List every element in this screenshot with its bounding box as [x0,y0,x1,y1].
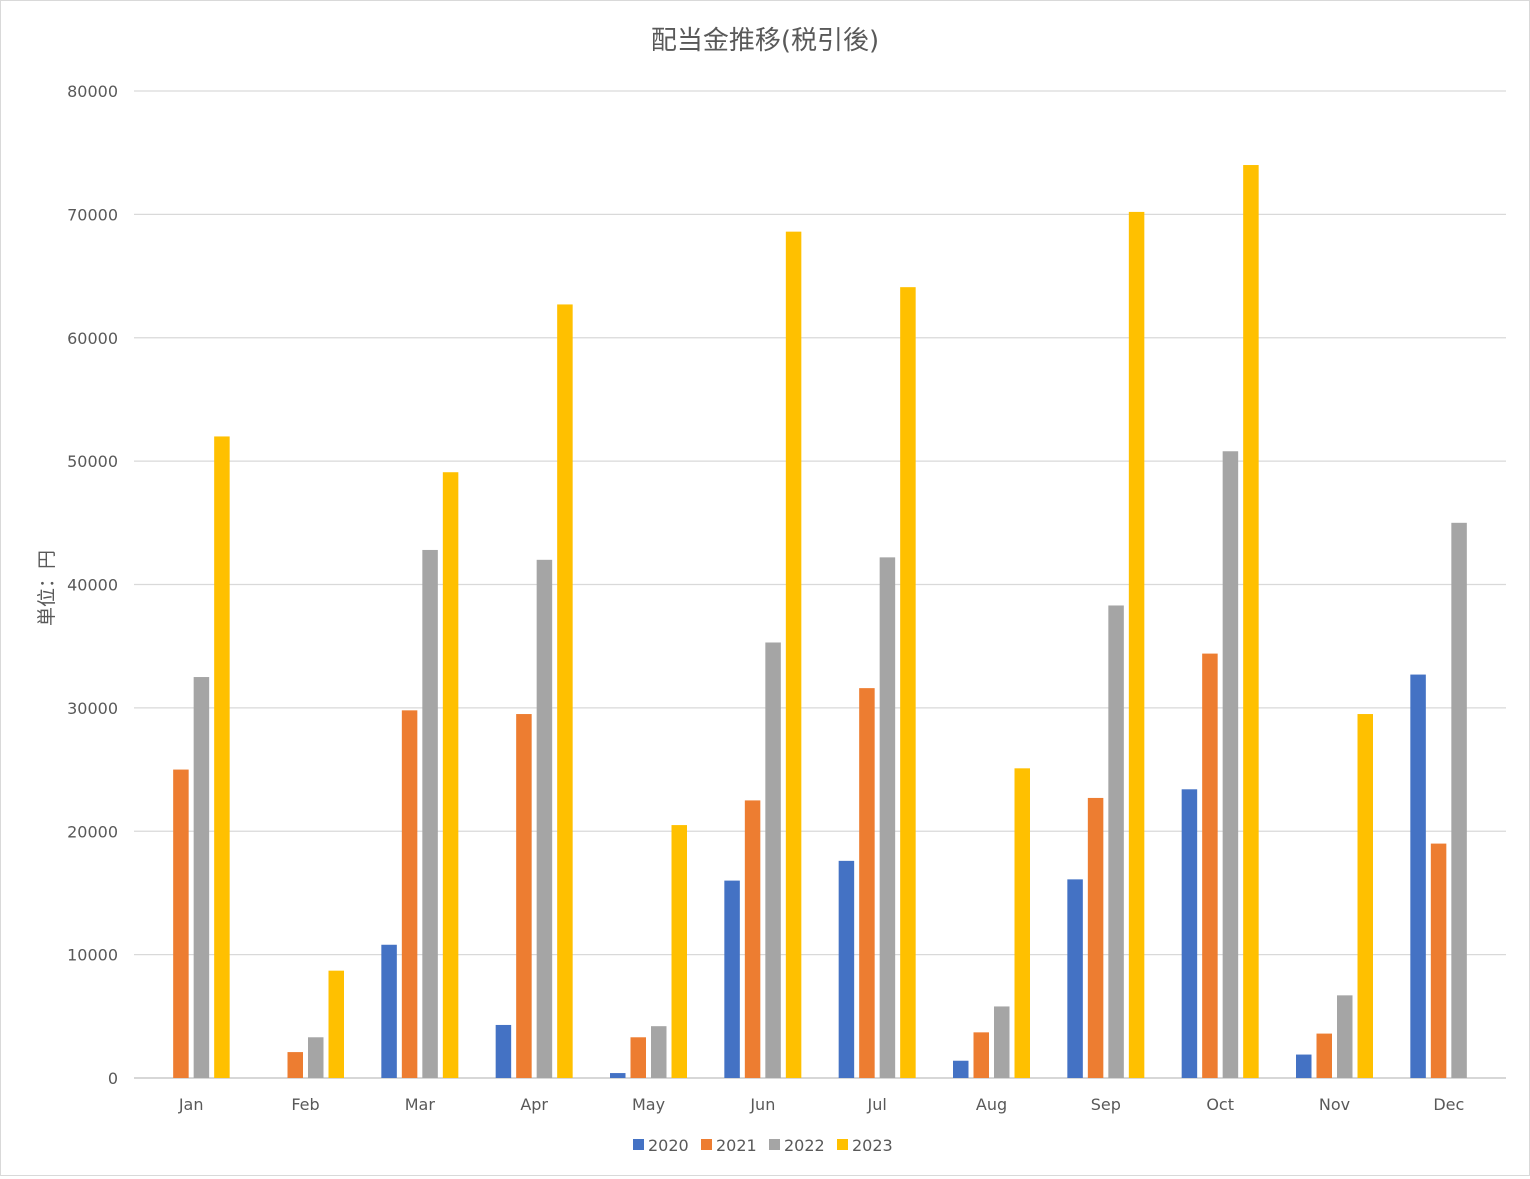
bar-2020-Apr [495,1024,512,1078]
legend-label-2022: 2022 [784,1136,825,1155]
bar-2022-Aug [994,1006,1010,1078]
x-tick-label: Jun [749,1095,775,1114]
bar-2020-Mar [381,944,397,1078]
y-tick-label: 40000 [67,576,118,595]
y-tick-label: 20000 [67,822,118,841]
bar-2020-Dec [1410,674,1426,1078]
x-tick-label: Sep [1091,1095,1121,1114]
y-tick-label: 60000 [67,329,118,348]
bar-2022-Jan [193,677,210,1078]
bar-2022-Sep [1108,605,1124,1078]
x-tick-label: Jan [178,1095,204,1114]
y-axis-label: 単位：円 [36,550,58,626]
x-tick-label: Nov [1319,1095,1350,1114]
bar-2021-Feb [287,1052,303,1078]
x-tick-label: Dec [1433,1095,1464,1114]
x-tick-label: Feb [291,1095,319,1114]
y-tick-label: 50000 [67,452,118,471]
bar-2020-Jun [724,880,740,1078]
bar-2022-Mar [422,549,438,1078]
legend-swatch-2020 [633,1139,644,1150]
bar-2022-Feb [308,1037,324,1078]
legend-swatch-2021 [701,1139,712,1150]
bar-2022-Jun [765,642,781,1078]
x-tick-label: Jul [867,1095,887,1114]
bar-2021-Sep [1087,797,1104,1078]
bar-2023-Sep [1128,211,1145,1079]
bar-2021-Jul [859,688,875,1078]
bar-2021-Apr [516,714,532,1078]
x-tick-label: Aug [976,1095,1007,1114]
bar-2020-Oct [1181,789,1198,1078]
bar-2023-Jan [214,436,230,1078]
bars [173,165,1467,1079]
bar-2021-Dec [1430,843,1447,1078]
bar-2020-Sep [1067,879,1083,1078]
bar-2023-Nov [1357,714,1373,1078]
bar-2020-May [610,1073,626,1078]
bar-2023-May [671,825,687,1078]
bar-2023-Jul [900,287,916,1078]
bar-2022-Nov [1337,995,1353,1078]
legend-label-2023: 2023 [852,1136,893,1155]
bar-2021-Oct [1202,653,1218,1078]
bar-2022-Dec [1451,522,1467,1078]
legend-label-2021: 2021 [716,1136,757,1155]
y-tick-label: 80000 [67,82,118,101]
bar-2021-Jun [744,800,761,1078]
bar-2021-Nov [1316,1033,1332,1078]
bar-2021-May [630,1037,646,1078]
bar-2021-Jan [173,769,189,1078]
bar-2022-Jul [879,557,896,1078]
y-tick-label: 30000 [67,699,118,718]
bar-2020-Nov [1296,1054,1312,1078]
x-tick-label: Apr [520,1095,548,1114]
x-axis-labels: Jan Feb Mar Apr May Jun Jul Aug Sep Oct Nov Dec [178,1095,1464,1114]
legend-swatch-2022 [769,1139,780,1150]
bar-2021-Mar [401,710,418,1078]
bar-2022-Oct [1222,451,1239,1078]
bar-2020-Aug [953,1060,969,1078]
legend-swatch-2023 [837,1139,848,1150]
bar-2022-Apr [536,559,553,1078]
y-tick-label: 10000 [67,946,118,965]
bar-2023-Mar [442,472,459,1078]
bar-2023-Apr [557,304,573,1079]
bar-2023-Aug [1014,768,1030,1078]
x-tick-label: Oct [1206,1095,1234,1114]
x-tick-label: Mar [405,1095,436,1114]
chart-title: 配当金推移(税引後) [651,26,879,56]
bar-2021-Aug [973,1032,989,1078]
legend-label-2020: 2020 [648,1136,689,1155]
gridlines [134,90,1506,1079]
bar-2023-Feb [328,970,344,1078]
bar-2020-Jul [838,860,855,1078]
legend: 2020 2021 2022 2023 [633,1136,893,1155]
x-tick-label: May [632,1095,665,1114]
bar-2022-May [651,1026,667,1078]
y-tick-label: 70000 [67,205,118,224]
bar-2023-Jun [785,231,802,1078]
y-tick-label: 0 [108,1069,118,1088]
bar-2023-Oct [1243,165,1259,1078]
y-axis-ticks: 0 10000 20000 30000 40000 50000 60000 70000 8000… [67,82,118,1088]
